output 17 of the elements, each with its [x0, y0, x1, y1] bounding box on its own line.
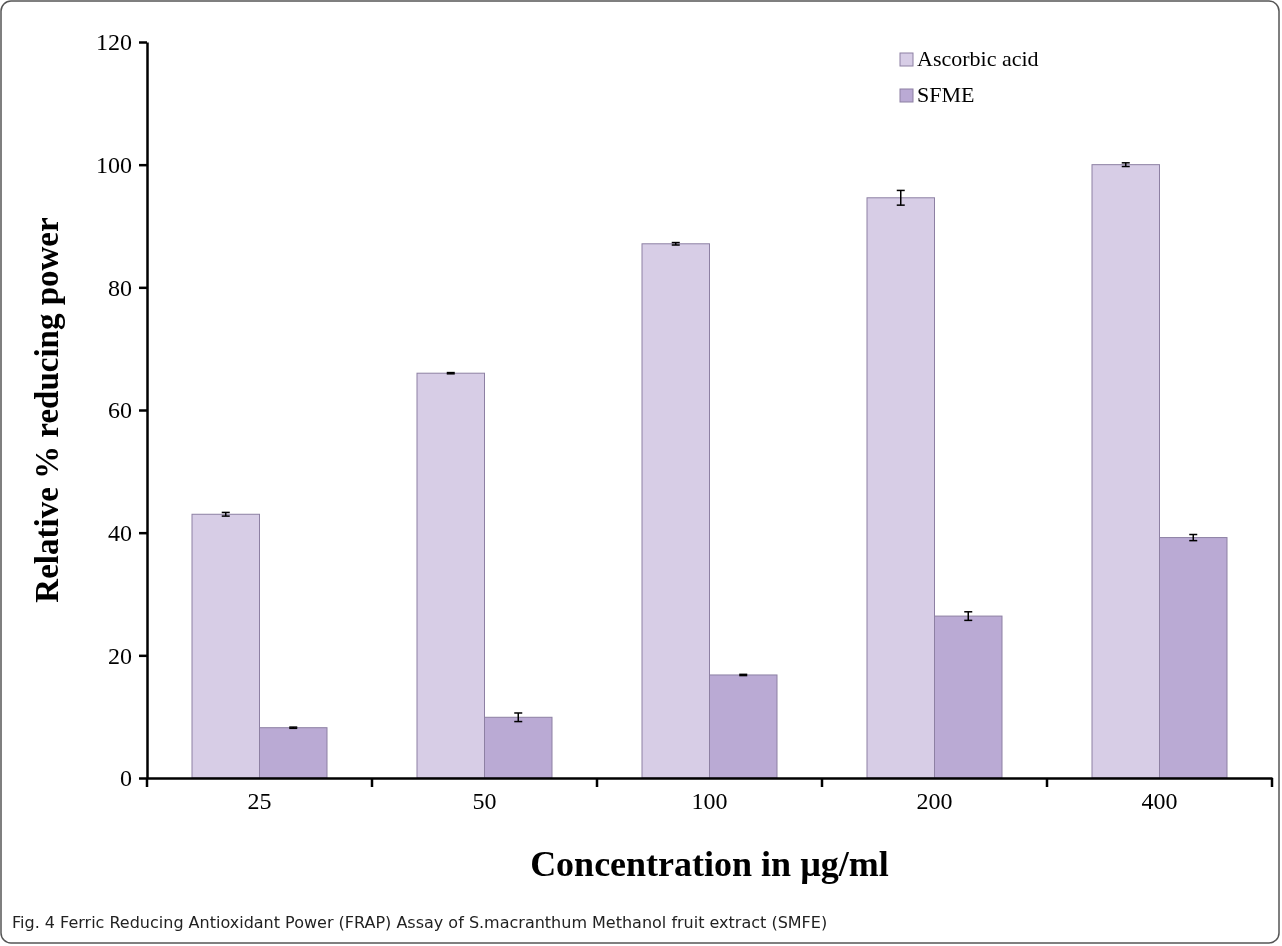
y-tick-label: 20 [108, 642, 132, 669]
y-tick-label: 60 [108, 397, 132, 424]
x-tick-label: 400 [1141, 788, 1178, 814]
y-tick-label: 0 [120, 765, 132, 792]
x-axis-title: Concentration in µg/ml [530, 844, 889, 884]
y-tick-label: 80 [108, 274, 132, 301]
y-tick-label: 100 [96, 151, 132, 178]
y-tick-label: 40 [108, 519, 132, 546]
y-axis-title: Relative % reducing power [29, 217, 65, 603]
legend-label: SFME [917, 82, 975, 107]
x-tick-label: 100 [691, 788, 728, 814]
x-tick-label: 50 [472, 788, 497, 814]
x-tick-label: 200 [916, 788, 953, 814]
x-tick-label: 25 [247, 788, 272, 814]
legend-label: Ascorbic acid [917, 46, 1039, 71]
y-tick-label: 120 [96, 29, 132, 56]
caption: Fig. 4 Ferric Reducing Antioxidant Power (FRAP) Assay of S.macranthum Methanol fruit extract (SMFE) [12, 913, 828, 932]
